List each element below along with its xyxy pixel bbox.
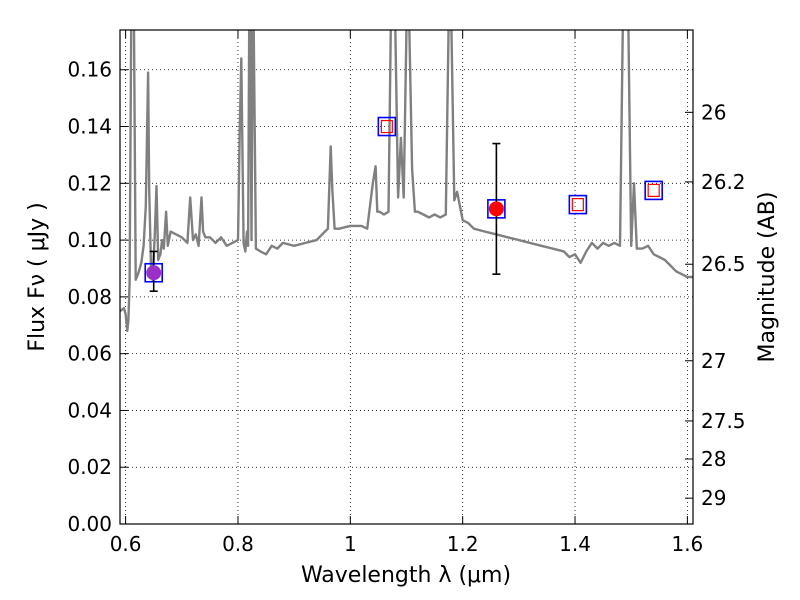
x-tick-label: 1.2 <box>447 532 479 556</box>
magnitude-tick-label: 27.5 <box>701 409 746 433</box>
y-tick-label: 0.10 <box>67 228 112 252</box>
magnitude-tick-label: 27 <box>701 349 726 373</box>
plot-area <box>120 30 693 524</box>
x-tick-label: 1.6 <box>671 532 703 556</box>
model-spectrum-line <box>120 30 693 333</box>
observed-flux-square <box>571 198 584 212</box>
magnitude-tick-label: 29 <box>701 486 726 510</box>
model-photometry-square <box>568 194 588 215</box>
spectrum-series <box>120 30 693 333</box>
y-tick-label: 0.14 <box>67 115 112 139</box>
observed-flux-square <box>380 119 393 134</box>
magnitude-tick-label: 26 <box>701 100 726 124</box>
y-tick-label: 0.16 <box>67 58 112 82</box>
x-tick-label: 0.8 <box>222 532 254 556</box>
y-tick-label: 0.00 <box>67 512 112 536</box>
y-axis-ticks: 0.00 0.02 0.04 0.06 0.08 0.10 0.12 0.14 0.16 <box>67 58 128 536</box>
x-axis-ticks: 0.6 0.8 1 1.2 1.4 1.6 <box>110 30 703 556</box>
x-tick-label: 1 <box>344 532 357 556</box>
y-tick-label: 0.06 <box>67 342 112 366</box>
magnitude-axis-ticks: 26 26.2 26.5 27 27.5 28 29 <box>685 100 746 510</box>
model-photometry-square <box>644 180 663 201</box>
magnitude-tick-label: 26.2 <box>701 170 746 194</box>
y-tick-label: 0.08 <box>67 285 112 309</box>
x-tick-label: 0.6 <box>110 532 142 556</box>
magnitude-tick-label: 26.5 <box>701 252 746 276</box>
plot-frame <box>119 29 694 525</box>
observed-flux-point <box>146 265 162 281</box>
observed-flux-point <box>488 201 504 217</box>
photometry-markers <box>144 116 663 292</box>
magnitude-axis-label: Magnitude (AB) <box>755 192 780 363</box>
observed-flux-square <box>647 183 660 198</box>
x-tick-label: 1.4 <box>559 532 591 556</box>
y-tick-label: 0.02 <box>67 455 112 479</box>
model-photometry-square <box>377 116 397 137</box>
y-tick-label: 0.04 <box>67 398 112 422</box>
magnitude-tick-label: 28 <box>701 447 726 471</box>
y-axis-label: Flux Fν ( μJy ) <box>25 202 50 351</box>
y-tick-label: 0.12 <box>67 171 112 195</box>
x-axis-label: Wavelength λ (μm) <box>301 563 511 588</box>
